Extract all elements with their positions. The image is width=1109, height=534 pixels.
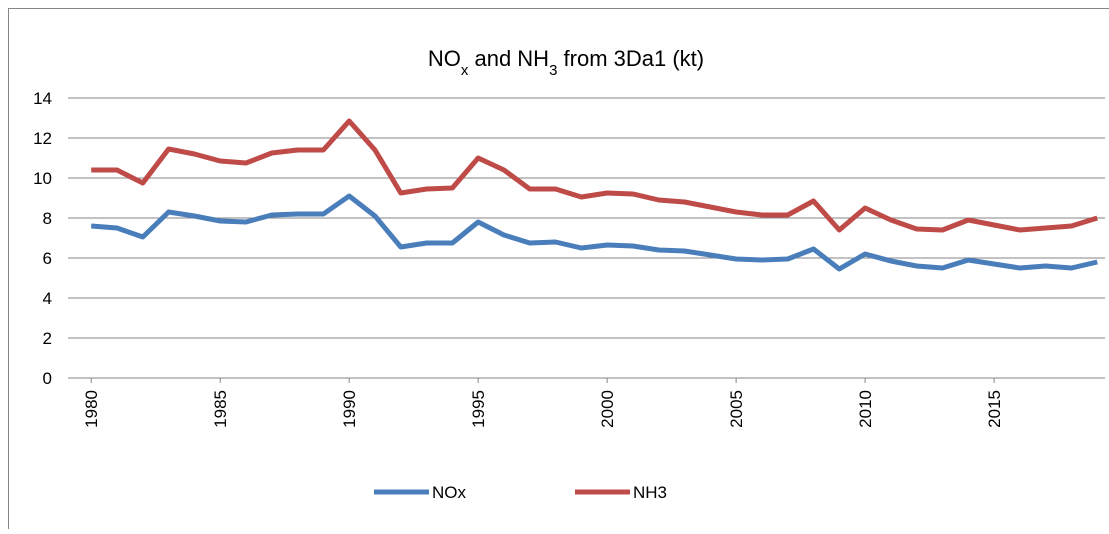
- y-tick-label: 6: [43, 249, 52, 268]
- y-tick-label: 14: [33, 89, 52, 108]
- title-part: from 3Da1 (kt): [557, 46, 704, 71]
- x-tick-label: 2010: [856, 390, 875, 428]
- legend-label: NH3: [633, 483, 667, 502]
- y-tick-label: 10: [33, 169, 52, 188]
- x-tick-label: 1990: [340, 390, 359, 428]
- title-part: NO: [428, 46, 461, 71]
- y-tick-label: 12: [33, 129, 52, 148]
- title-part: and NH: [468, 46, 549, 71]
- y-tick-label: 4: [43, 289, 52, 308]
- y-tick-label: 2: [43, 329, 52, 348]
- x-tick-label: 1985: [211, 390, 230, 428]
- x-tick-label: 2015: [985, 390, 1004, 428]
- x-tick-label: 2005: [727, 390, 746, 428]
- x-tick-label: 1995: [469, 390, 488, 428]
- legend-label: NOx: [432, 483, 467, 502]
- y-tick-label: 0: [43, 369, 52, 388]
- x-tick-label: 2000: [598, 390, 617, 428]
- x-tick-label: 1980: [82, 390, 101, 428]
- y-tick-label: 8: [43, 209, 52, 228]
- title-part: 3: [549, 62, 557, 79]
